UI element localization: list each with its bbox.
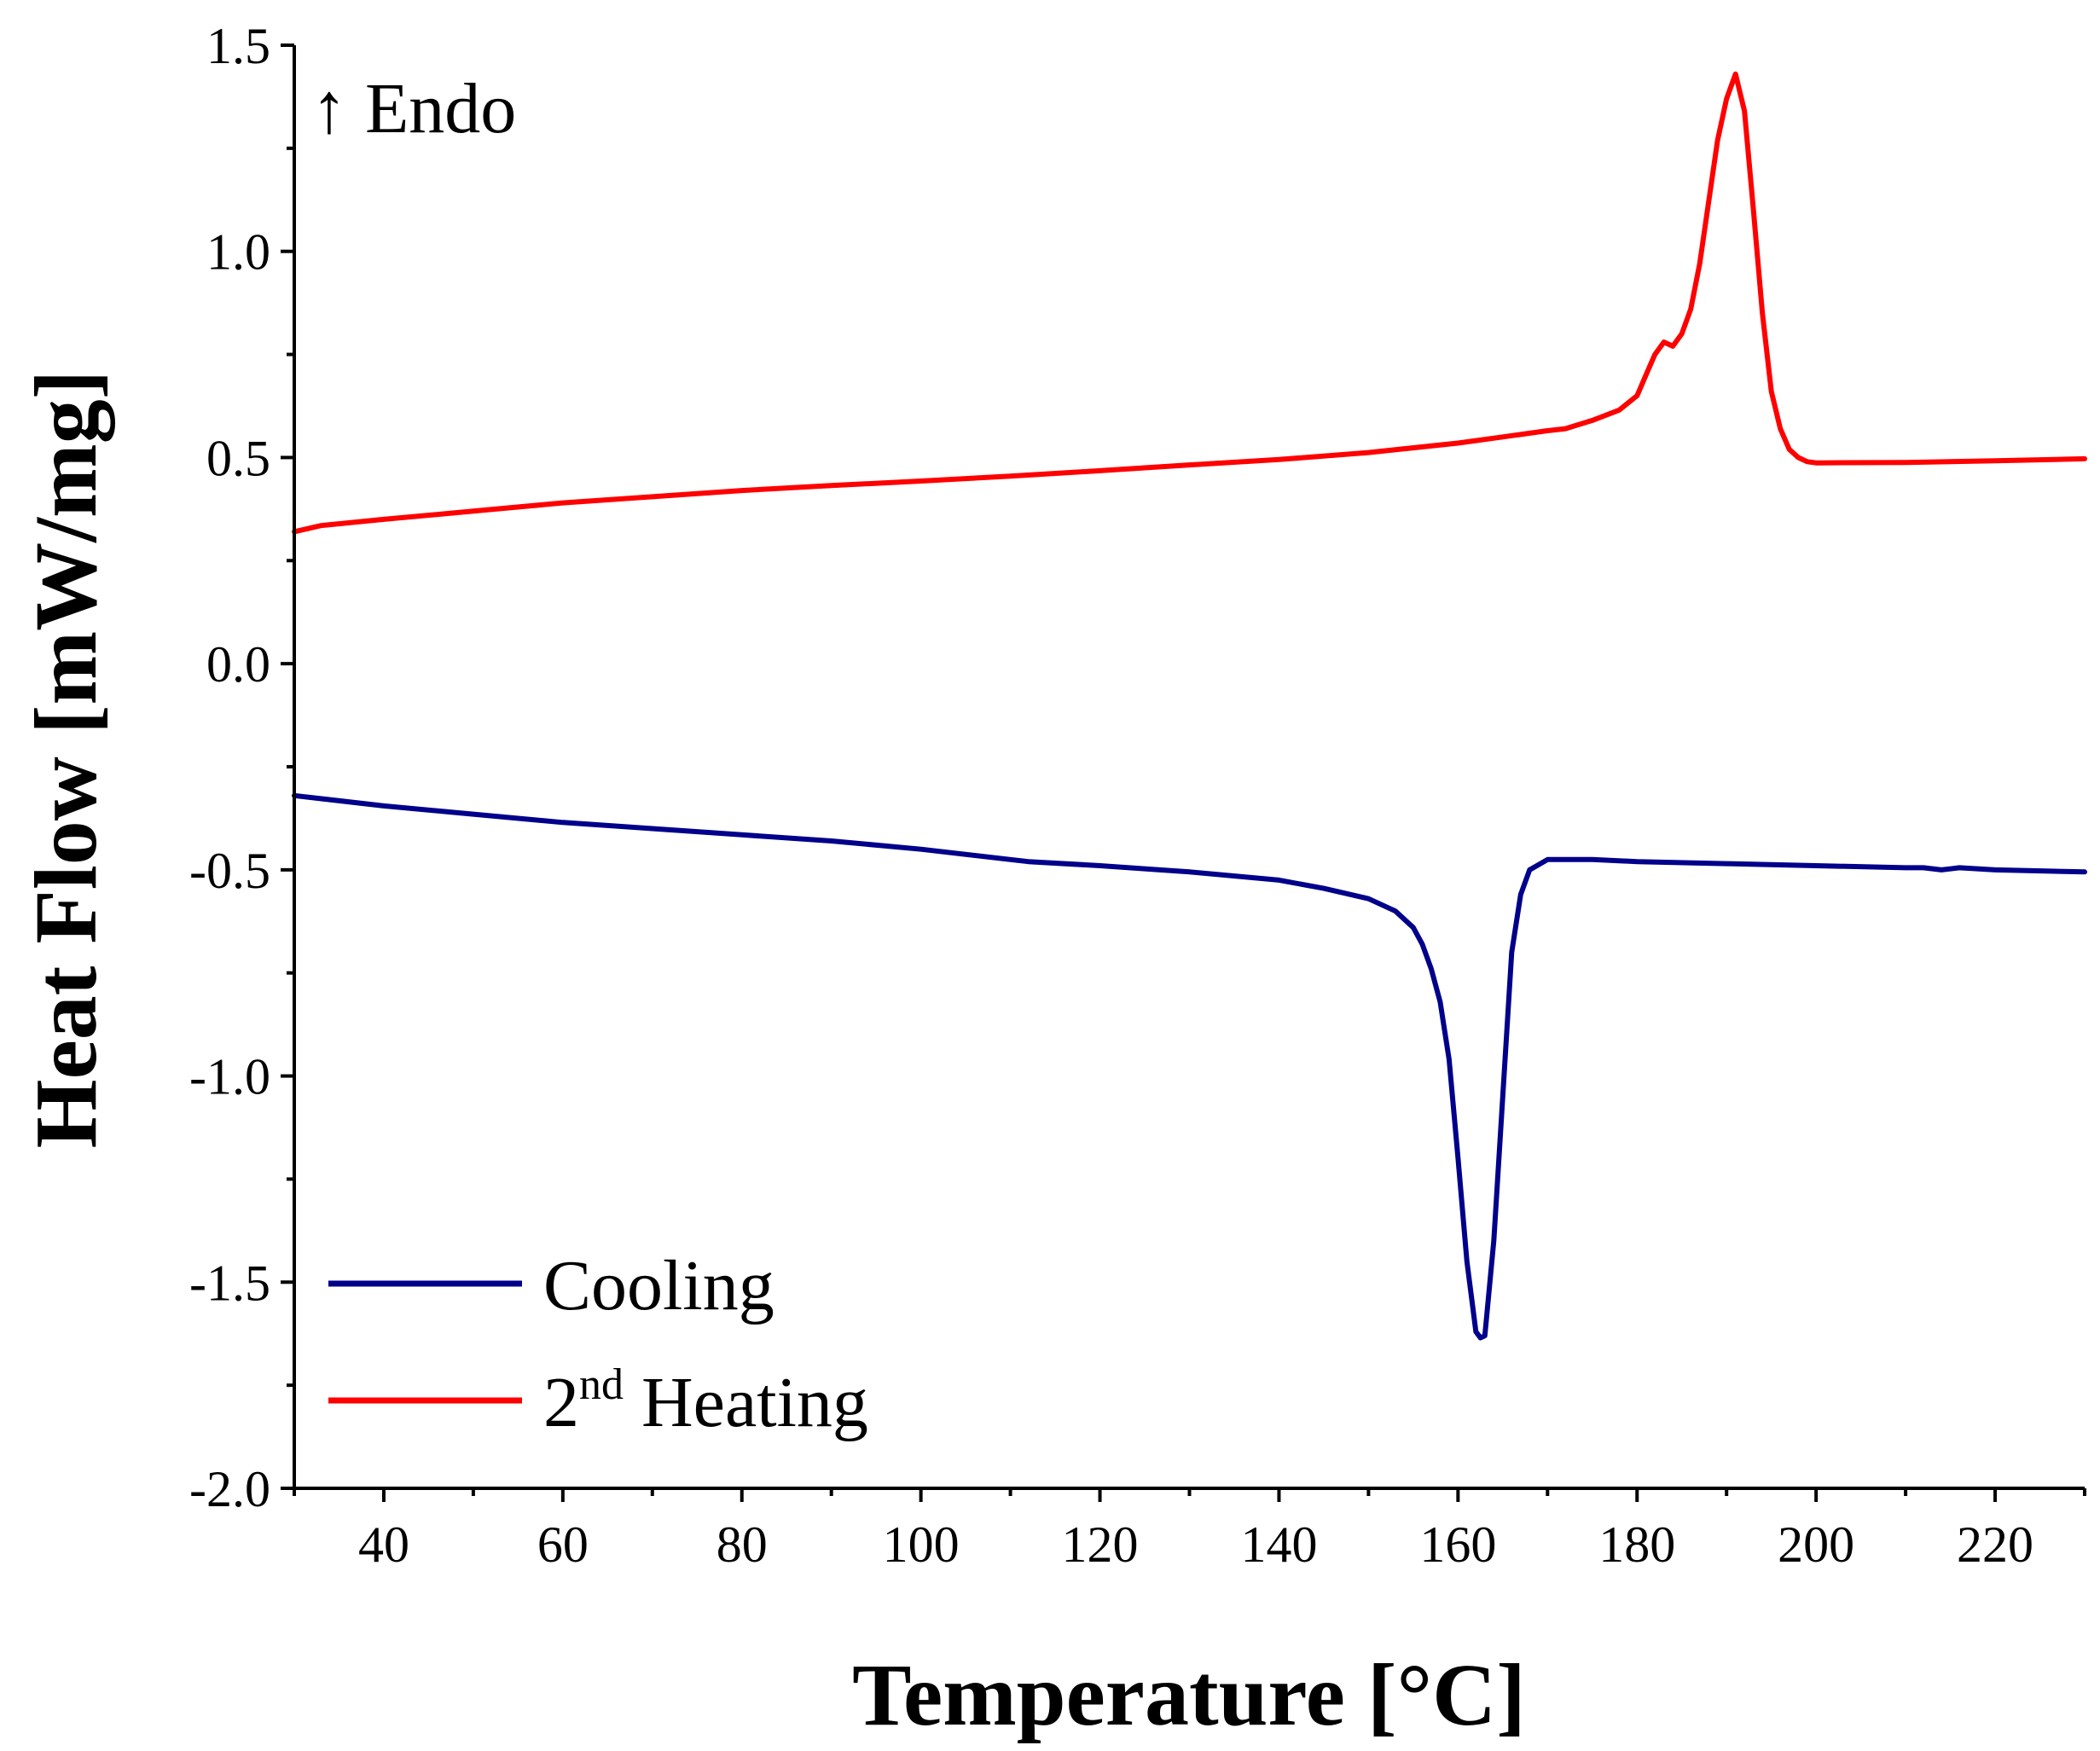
x-tick-label: 220 bbox=[1957, 1516, 2033, 1573]
plot-lines bbox=[292, 71, 2087, 1341]
y-tick-label: 0.5 bbox=[206, 430, 270, 486]
y-tick-label: 1.0 bbox=[206, 224, 270, 281]
y-ticks: -2.0 -1.5 -1.0 -0.5 0.0 0.5 1.0 1.5 bbox=[189, 18, 294, 1517]
y-tick-label: -2.0 bbox=[189, 1461, 270, 1517]
x-tick-label: 160 bbox=[1419, 1516, 1496, 1573]
x-tick-label: 100 bbox=[883, 1516, 960, 1573]
y-tick-label: 1.5 bbox=[206, 18, 270, 74]
legend: Cooling 2nd Heating bbox=[328, 1246, 868, 1442]
x-tick-label: 180 bbox=[1598, 1516, 1675, 1573]
legend-label-cooling: Cooling bbox=[543, 1246, 774, 1325]
x-tick-label: 80 bbox=[716, 1516, 768, 1573]
x-tick-label: 40 bbox=[358, 1516, 409, 1573]
x-tick-label: 120 bbox=[1062, 1516, 1139, 1573]
legend-label-2nd-heating: 2nd Heating bbox=[543, 1360, 868, 1442]
y-tick-label: -1.5 bbox=[189, 1255, 270, 1311]
x-tick-label: 140 bbox=[1240, 1516, 1317, 1573]
x-ticks: 40 60 80 100 120 140 160 180 200 220 bbox=[293, 1488, 2086, 1573]
series-line-cooling bbox=[292, 792, 2087, 1341]
y-tick-label: -1.0 bbox=[189, 1049, 270, 1105]
y-tick-label: 0.0 bbox=[206, 636, 270, 693]
endo-annotation: ↑ Endo bbox=[311, 69, 516, 148]
x-tick-label: 60 bbox=[537, 1516, 589, 1573]
y-axis-title: Heat Flow [mW/mg] bbox=[17, 370, 115, 1149]
x-axis-title: Temperature [°C] bbox=[852, 1646, 1526, 1744]
y-tick-label: -0.5 bbox=[189, 843, 270, 899]
series-line-2nd-heating bbox=[292, 71, 2087, 535]
x-tick-label: 200 bbox=[1778, 1516, 1854, 1573]
